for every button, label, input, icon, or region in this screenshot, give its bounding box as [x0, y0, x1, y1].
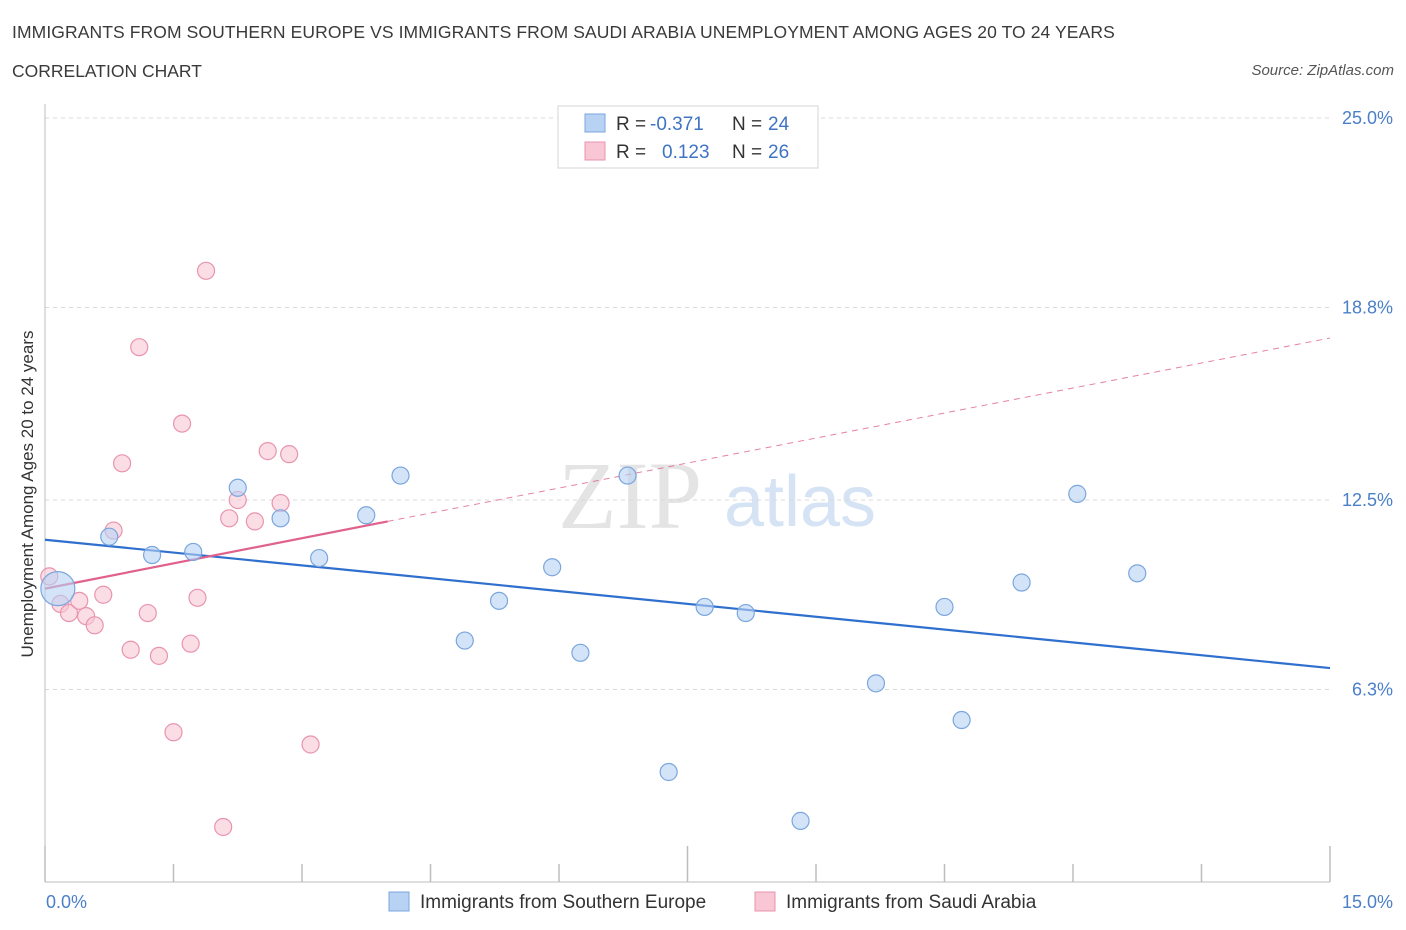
pink-data-point — [130, 338, 149, 357]
blue-data-point — [571, 643, 590, 662]
x-tick-label: 0.0% — [46, 892, 87, 912]
blue-data-point — [100, 527, 119, 546]
pink-data-point — [59, 603, 79, 623]
blue-data-point — [618, 466, 637, 485]
source-label: Source: ZipAtlas.com — [1251, 62, 1394, 79]
pink-data-point — [220, 509, 239, 528]
blue-data-point — [1128, 564, 1147, 583]
pink-data-point — [85, 616, 104, 635]
legend-swatch-blue — [584, 113, 606, 133]
blue-data-point — [952, 710, 971, 730]
blue-data-point — [736, 603, 755, 623]
y-tick-label: 12.5% — [1342, 490, 1393, 510]
bottom-legend-swatch-blue — [388, 891, 410, 912]
pink-data-point — [172, 414, 192, 433]
chart-title: IMMIGRANTS FROM SOUTHERN EUROPE VS IMMIG… — [12, 22, 1115, 42]
legend-n-value-pink: 26 — [768, 142, 789, 163]
bottom-legend-label-pink: Immigrants from Saudi Arabia — [786, 892, 1037, 913]
pink-data-point — [301, 735, 320, 754]
legend-r-label-blue: R = — [616, 114, 646, 135]
pink-trend-line — [44, 520, 388, 590]
legend-r-label-pink: R = — [616, 142, 646, 163]
pink-data-point — [196, 261, 216, 280]
blue-data-point — [489, 591, 509, 610]
blue-data-point — [935, 597, 954, 617]
legend-r-value-pink: 0.123 — [662, 142, 710, 163]
watermark-atlas: atlas — [724, 462, 876, 542]
series-legend: Immigrants from Southern Europe Immigran… — [388, 891, 1037, 913]
legend-r-value-blue: -0.371 — [650, 114, 704, 135]
legend-n-label-pink: N = — [732, 142, 762, 163]
pink-data-point — [149, 646, 169, 665]
bottom-legend-swatch-pink — [754, 891, 776, 912]
pink-data-point — [70, 591, 89, 610]
blue-data-point — [391, 466, 410, 485]
legend-swatch-pink — [584, 141, 606, 161]
data-points — [40, 261, 1147, 837]
y-tick-label: 25.0% — [1342, 108, 1393, 128]
legend-n-label-blue: N = — [732, 114, 762, 135]
axes — [44, 104, 1331, 883]
blue-data-point — [310, 548, 329, 568]
blue-data-point — [1012, 573, 1031, 592]
blue-data-point — [791, 811, 810, 830]
pink-data-point — [94, 585, 113, 604]
tick-labels: 6.3% 12.5% 18.8% 25.0% 0.0% 15.0% — [46, 108, 1393, 912]
pink-data-point — [245, 512, 264, 531]
y-tick-label: 18.8% — [1342, 297, 1393, 317]
blue-data-point — [142, 545, 162, 565]
blue-data-point — [40, 571, 76, 607]
blue-data-point — [659, 762, 678, 782]
stats-legend: R = -0.371 N = 24 R = 0.123 N = 26 — [557, 105, 819, 169]
blue-data-point — [455, 631, 474, 650]
blue-data-point — [543, 558, 562, 577]
blue-data-point — [271, 509, 290, 528]
y-tick-label: 6.3% — [1352, 679, 1393, 699]
chart-subtitle: CORRELATION CHART — [12, 61, 202, 81]
trend-lines — [44, 337, 1331, 670]
pink-data-point — [214, 817, 233, 837]
pink-data-point — [258, 442, 277, 461]
pink-data-point — [188, 588, 207, 607]
pink-data-point — [280, 445, 299, 464]
legend-n-value-blue: 24 — [768, 114, 790, 135]
pink-data-point — [138, 603, 157, 623]
bottom-legend-label-blue: Immigrants from Southern Europe — [420, 892, 706, 913]
pink-data-point — [121, 640, 140, 659]
x-tick-label: 15.0% — [1342, 892, 1393, 912]
blue-data-point — [866, 674, 886, 693]
blue-data-point — [184, 542, 203, 562]
blue-data-point — [228, 478, 247, 497]
pink-data-point — [112, 454, 132, 473]
blue-trend-line — [44, 538, 1331, 670]
pink-data-point — [271, 493, 290, 513]
pink-data-point — [164, 723, 183, 742]
blue-data-point — [357, 506, 376, 525]
y-axis-label: Unemployment Among Ages 20 to 24 years — [18, 331, 37, 658]
pink-data-point — [181, 634, 200, 653]
blue-data-point — [1068, 484, 1087, 503]
watermark-zip: ZIP — [558, 442, 702, 549]
blue-data-point — [695, 597, 714, 617]
